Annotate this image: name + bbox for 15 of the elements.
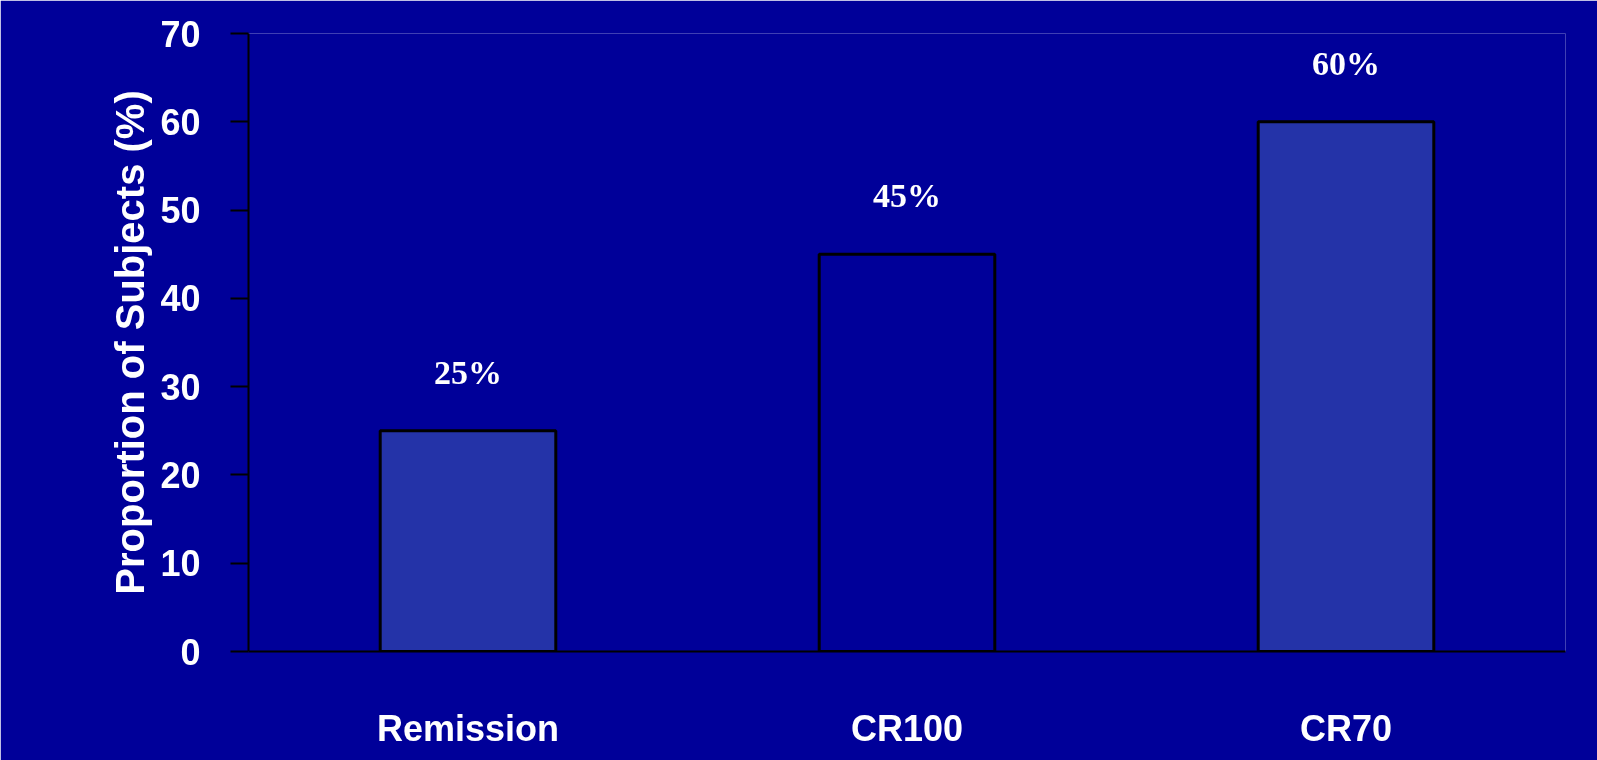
y-tick-label: 20 bbox=[160, 454, 201, 496]
y-tick-label: 50 bbox=[160, 190, 201, 232]
x-tick-label: Remission bbox=[376, 707, 560, 749]
data-label: 45% bbox=[873, 177, 941, 215]
x-tick-label: CR100 bbox=[850, 707, 964, 749]
y-axis-title: Proportion of Subjects (%) bbox=[108, 90, 153, 595]
y-tick-label: 70 bbox=[160, 13, 201, 55]
data-label: 25% bbox=[434, 353, 502, 391]
x-tick-label: CR70 bbox=[1299, 707, 1393, 749]
y-tick-label: 60 bbox=[160, 101, 201, 143]
y-tick-label: 40 bbox=[160, 278, 201, 320]
y-tick-label: 0 bbox=[180, 631, 201, 673]
y-tick-label: 10 bbox=[160, 543, 201, 585]
data-label: 60% bbox=[1312, 44, 1380, 82]
y-tick-label: 30 bbox=[160, 366, 201, 408]
